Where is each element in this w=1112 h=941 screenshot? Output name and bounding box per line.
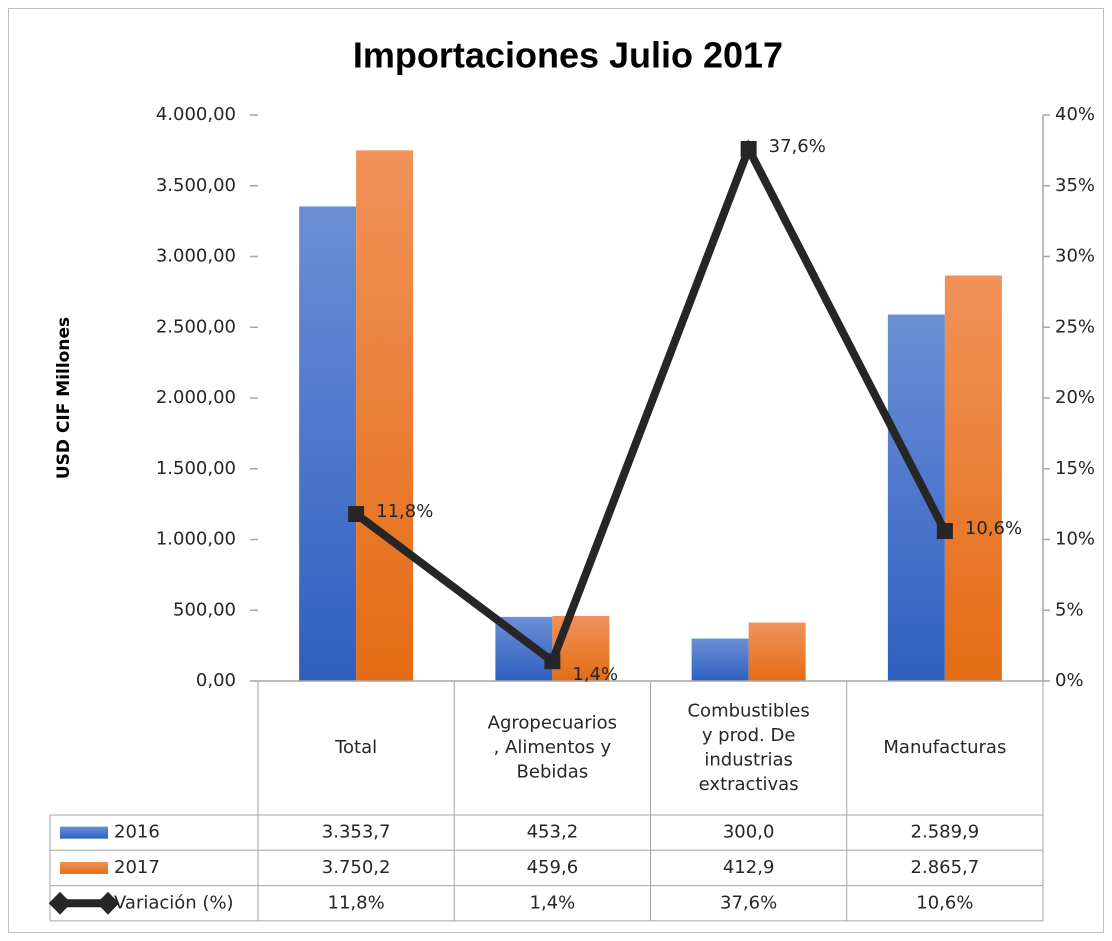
y2-tick-label: 35%: [1055, 175, 1095, 196]
category-label: Total: [334, 737, 377, 758]
table-value: 459,6: [527, 857, 579, 878]
table-value: 2.865,7: [911, 857, 980, 878]
table-value: 37,6%: [720, 892, 777, 913]
y2-tick-label: 20%: [1055, 387, 1095, 408]
y2-tick-label: 25%: [1055, 316, 1095, 337]
table-value: 11,8%: [328, 892, 385, 913]
table-value: 3.750,2: [322, 857, 391, 878]
y-tick-label: 2.500,00: [156, 316, 236, 337]
line: [353, 139, 949, 668]
data-label: 10,6%: [965, 518, 1022, 539]
bar: [356, 150, 414, 682]
y2-tick-label: 40%: [1055, 104, 1095, 125]
table-value: 3.353,7: [322, 822, 391, 843]
bar: [691, 638, 749, 681]
y2-tick-label: 0%: [1055, 670, 1084, 691]
legend-key: [60, 861, 108, 874]
legend-label: 2016: [114, 822, 160, 843]
table-value: 300,0: [723, 822, 775, 843]
line-marker: [936, 523, 953, 540]
legend-key: [60, 826, 108, 839]
y-tick-label: 3.000,00: [156, 246, 236, 267]
y2-tick-label: 10%: [1055, 529, 1095, 550]
table-value: 453,2: [527, 822, 579, 843]
y2-tick-label: 15%: [1055, 458, 1095, 479]
y-tick-label: 1.500,00: [156, 458, 236, 479]
category-label: Manufacturas: [883, 737, 1006, 758]
table-value: 2.589,9: [911, 822, 980, 843]
y2-tick-label: 5%: [1055, 599, 1084, 620]
bar: [887, 314, 945, 681]
y-axis-label: USD CIF Millones: [54, 317, 74, 479]
line-marker: [740, 140, 757, 157]
y-tick-label: 3.500,00: [156, 175, 236, 196]
y-tick-label: 4.000,00: [156, 104, 236, 125]
data-label: 1,4%: [572, 664, 618, 685]
chart-title: Importaciones Julio 2017: [353, 35, 783, 76]
category-label: Agropecuarios, Alimentos y Bebidas: [488, 713, 617, 783]
data-label: 37,6%: [769, 136, 826, 157]
legend-marker: [96, 891, 120, 915]
legend-label: 2017: [114, 857, 160, 878]
y2-tick-label: 30%: [1055, 246, 1095, 267]
y-tick-label: 0,00: [196, 670, 236, 691]
line-marker: [544, 653, 561, 670]
table-value: 1,4%: [530, 892, 576, 913]
bar: [299, 206, 357, 681]
y-tick-label: 500,00: [173, 599, 236, 620]
legend-label: Variación (%): [114, 892, 234, 913]
line-marker: [348, 506, 365, 523]
category-label: Combustibles y prod. De industrias extracti…: [687, 700, 809, 795]
y-tick-label: 2.000,00: [156, 387, 236, 408]
bar: [944, 275, 1002, 681]
table-value: 412,9: [723, 857, 775, 878]
data-label: 11,8%: [376, 501, 433, 522]
y-tick-label: 1.000,00: [156, 529, 236, 550]
bar: [748, 622, 806, 681]
table-value: 10,6%: [916, 892, 973, 913]
